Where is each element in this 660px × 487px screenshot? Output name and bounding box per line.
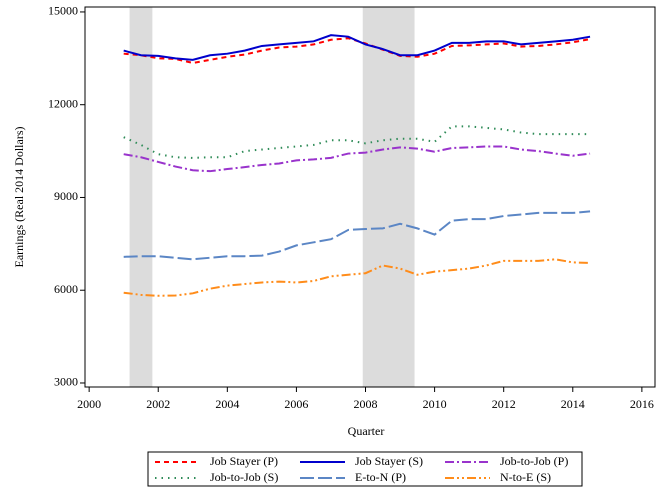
- recession-band: [362, 7, 415, 387]
- x-tick-label: 2004: [215, 397, 239, 411]
- series-line: [123, 258, 591, 297]
- series-line: [123, 125, 591, 159]
- x-tick-label: 2008: [354, 397, 378, 411]
- series-line: [123, 145, 591, 173]
- legend-label: Job-to-Job (P): [500, 454, 568, 468]
- y-axis-label: Earnings (Real 2014 Dollars): [12, 127, 26, 268]
- legend-label: E-to-N (P): [355, 470, 406, 484]
- x-tick-label: 2010: [423, 397, 447, 411]
- legend-box: [147, 451, 583, 487]
- legend-label: Job Stayer (S): [355, 454, 423, 468]
- x-axis-label: Quarter: [348, 424, 385, 438]
- x-tick-label: 2014: [561, 397, 585, 411]
- y-tick-label: 12000: [48, 96, 78, 110]
- y-tick-label: 9000: [54, 189, 78, 203]
- y-tick-label: 15000: [48, 4, 78, 18]
- legend-label: N-to-E (S): [500, 470, 551, 484]
- x-tick-label: 2000: [77, 397, 101, 411]
- x-tick-label: 2002: [146, 397, 170, 411]
- y-tick-label: 6000: [54, 282, 78, 296]
- legend-label: Job Stayer (P): [210, 454, 278, 468]
- x-tick-label: 2016: [630, 397, 654, 411]
- series-line: [123, 34, 591, 61]
- x-tick-label: 2006: [284, 397, 308, 411]
- y-tick-label: 3000: [54, 375, 78, 389]
- series-line: [123, 210, 591, 261]
- legend-label: Job-to-Job (S): [210, 470, 278, 484]
- recession-band: [129, 7, 153, 387]
- x-tick-label: 2012: [492, 397, 516, 411]
